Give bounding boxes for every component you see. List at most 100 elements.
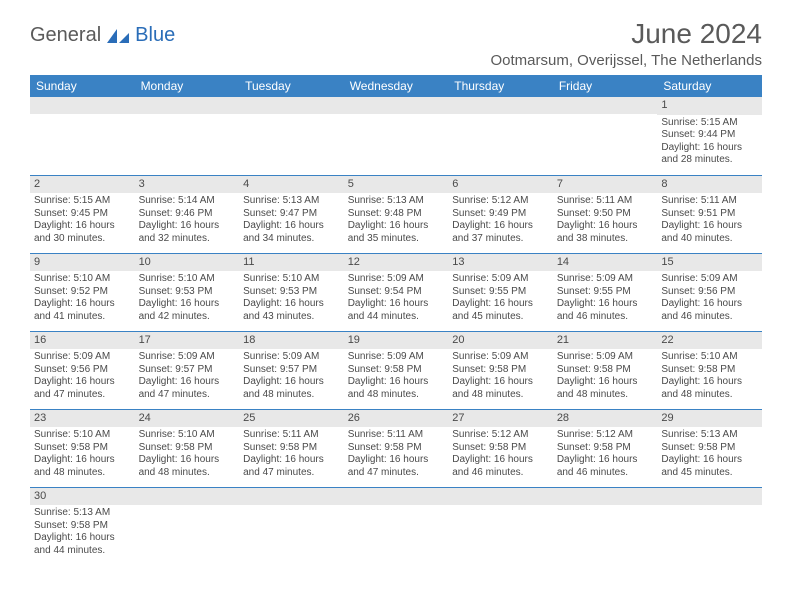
- sunset-text: Sunset: 9:58 PM: [661, 442, 758, 455]
- calendar-day-cell: 16Sunrise: 5:09 AMSunset: 9:56 PMDayligh…: [30, 331, 135, 409]
- sunrise-text: Sunrise: 5:11 AM: [243, 429, 340, 442]
- day-content: Sunrise: 5:12 AMSunset: 9:58 PMDaylight:…: [448, 427, 553, 481]
- calendar-day-cell: 12Sunrise: 5:09 AMSunset: 9:54 PMDayligh…: [344, 253, 449, 331]
- sunrise-text: Sunrise: 5:10 AM: [243, 273, 340, 286]
- calendar-day-cell: 15Sunrise: 5:09 AMSunset: 9:56 PMDayligh…: [657, 253, 762, 331]
- sunrise-text: Sunrise: 5:11 AM: [348, 429, 445, 442]
- day-content: Sunrise: 5:15 AMSunset: 9:45 PMDaylight:…: [30, 193, 135, 247]
- daylight-text: Daylight: 16 hours and 48 minutes.: [139, 454, 236, 479]
- day-number-bar-empty: [239, 97, 344, 114]
- sunrise-text: Sunrise: 5:10 AM: [34, 273, 131, 286]
- sunrise-text: Sunrise: 5:09 AM: [243, 351, 340, 364]
- day-number: 5: [344, 176, 449, 194]
- sunset-text: Sunset: 9:50 PM: [557, 208, 654, 221]
- day-number-bar-empty: [135, 97, 240, 114]
- sunrise-text: Sunrise: 5:10 AM: [139, 273, 236, 286]
- day-number: 13: [448, 254, 553, 272]
- calendar-day-cell: [344, 97, 449, 175]
- calendar-week-row: 9Sunrise: 5:10 AMSunset: 9:52 PMDaylight…: [30, 253, 762, 331]
- sunrise-text: Sunrise: 5:13 AM: [661, 429, 758, 442]
- sunrise-text: Sunrise: 5:11 AM: [557, 195, 654, 208]
- daylight-text: Daylight: 16 hours and 48 minutes.: [661, 376, 758, 401]
- calendar-day-cell: 5Sunrise: 5:13 AMSunset: 9:48 PMDaylight…: [344, 175, 449, 253]
- sunrise-text: Sunrise: 5:09 AM: [34, 351, 131, 364]
- month-title: June 2024: [491, 18, 763, 50]
- sunset-text: Sunset: 9:58 PM: [139, 442, 236, 455]
- day-content: Sunrise: 5:14 AMSunset: 9:46 PMDaylight:…: [135, 193, 240, 247]
- day-number: 1: [657, 97, 762, 115]
- weekday-header: Sunday: [30, 75, 135, 97]
- header-right: June 2024 Ootmarsum, Overijssel, The Net…: [491, 18, 763, 69]
- day-content: Sunrise: 5:12 AMSunset: 9:49 PMDaylight:…: [448, 193, 553, 247]
- day-number: 24: [135, 410, 240, 428]
- daylight-text: Daylight: 16 hours and 46 minutes.: [557, 298, 654, 323]
- calendar-day-cell: 4Sunrise: 5:13 AMSunset: 9:47 PMDaylight…: [239, 175, 344, 253]
- calendar-day-cell: 29Sunrise: 5:13 AMSunset: 9:58 PMDayligh…: [657, 409, 762, 487]
- sunset-text: Sunset: 9:58 PM: [348, 364, 445, 377]
- daylight-text: Daylight: 16 hours and 45 minutes.: [452, 298, 549, 323]
- calendar-week-row: 30Sunrise: 5:13 AMSunset: 9:58 PMDayligh…: [30, 487, 762, 565]
- day-number: 26: [344, 410, 449, 428]
- day-content: Sunrise: 5:13 AMSunset: 9:58 PMDaylight:…: [657, 427, 762, 481]
- calendar-day-cell: 10Sunrise: 5:10 AMSunset: 9:53 PMDayligh…: [135, 253, 240, 331]
- day-content: Sunrise: 5:09 AMSunset: 9:55 PMDaylight:…: [448, 271, 553, 325]
- sunset-text: Sunset: 9:58 PM: [452, 364, 549, 377]
- sunset-text: Sunset: 9:48 PM: [348, 208, 445, 221]
- day-number: 28: [553, 410, 658, 428]
- calendar-day-cell: 1Sunrise: 5:15 AMSunset: 9:44 PMDaylight…: [657, 97, 762, 175]
- day-content: Sunrise: 5:10 AMSunset: 9:58 PMDaylight:…: [657, 349, 762, 403]
- calendar-body: 1Sunrise: 5:15 AMSunset: 9:44 PMDaylight…: [30, 97, 762, 565]
- sunrise-text: Sunrise: 5:12 AM: [452, 195, 549, 208]
- sunset-text: Sunset: 9:57 PM: [243, 364, 340, 377]
- day-content: Sunrise: 5:10 AMSunset: 9:58 PMDaylight:…: [135, 427, 240, 481]
- day-number: 20: [448, 332, 553, 350]
- sunrise-text: Sunrise: 5:09 AM: [348, 351, 445, 364]
- sunset-text: Sunset: 9:44 PM: [661, 129, 758, 142]
- sunrise-text: Sunrise: 5:10 AM: [661, 351, 758, 364]
- sunrise-text: Sunrise: 5:15 AM: [661, 117, 758, 130]
- calendar-day-cell: [135, 487, 240, 565]
- calendar-day-cell: [657, 487, 762, 565]
- sunset-text: Sunset: 9:51 PM: [661, 208, 758, 221]
- day-number: 21: [553, 332, 658, 350]
- day-number: 3: [135, 176, 240, 194]
- day-number: 9: [30, 254, 135, 272]
- day-content: Sunrise: 5:13 AMSunset: 9:47 PMDaylight:…: [239, 193, 344, 247]
- sunrise-text: Sunrise: 5:13 AM: [348, 195, 445, 208]
- day-number: 18: [239, 332, 344, 350]
- calendar-day-cell: [553, 97, 658, 175]
- sunset-text: Sunset: 9:55 PM: [557, 286, 654, 299]
- logo-text-general: General: [30, 24, 101, 47]
- weekday-header: Monday: [135, 75, 240, 97]
- daylight-text: Daylight: 16 hours and 32 minutes.: [139, 220, 236, 245]
- day-content: Sunrise: 5:11 AMSunset: 9:50 PMDaylight:…: [553, 193, 658, 247]
- calendar-day-cell: [30, 97, 135, 175]
- sunrise-text: Sunrise: 5:09 AM: [452, 273, 549, 286]
- day-number: 29: [657, 410, 762, 428]
- calendar-day-cell: [344, 487, 449, 565]
- logo-sail-icon: [105, 27, 131, 45]
- sunset-text: Sunset: 9:56 PM: [661, 286, 758, 299]
- day-content: Sunrise: 5:09 AMSunset: 9:56 PMDaylight:…: [30, 349, 135, 403]
- sunset-text: Sunset: 9:58 PM: [452, 442, 549, 455]
- sunset-text: Sunset: 9:58 PM: [243, 442, 340, 455]
- daylight-text: Daylight: 16 hours and 43 minutes.: [243, 298, 340, 323]
- day-number-bar-empty: [553, 97, 658, 114]
- day-content: Sunrise: 5:10 AMSunset: 9:53 PMDaylight:…: [135, 271, 240, 325]
- day-number-bar-empty: [657, 488, 762, 505]
- daylight-text: Daylight: 16 hours and 38 minutes.: [557, 220, 654, 245]
- sunset-text: Sunset: 9:58 PM: [661, 364, 758, 377]
- day-number: 27: [448, 410, 553, 428]
- day-number: 14: [553, 254, 658, 272]
- calendar-day-cell: 9Sunrise: 5:10 AMSunset: 9:52 PMDaylight…: [30, 253, 135, 331]
- sunrise-text: Sunrise: 5:13 AM: [34, 507, 131, 520]
- weekday-header: Thursday: [448, 75, 553, 97]
- day-number: 4: [239, 176, 344, 194]
- day-content: Sunrise: 5:10 AMSunset: 9:53 PMDaylight:…: [239, 271, 344, 325]
- day-content: Sunrise: 5:15 AMSunset: 9:44 PMDaylight:…: [657, 115, 762, 169]
- daylight-text: Daylight: 16 hours and 34 minutes.: [243, 220, 340, 245]
- calendar-week-row: 16Sunrise: 5:09 AMSunset: 9:56 PMDayligh…: [30, 331, 762, 409]
- daylight-text: Daylight: 16 hours and 46 minutes.: [452, 454, 549, 479]
- day-number-bar-empty: [135, 488, 240, 505]
- day-content: Sunrise: 5:10 AMSunset: 9:58 PMDaylight:…: [30, 427, 135, 481]
